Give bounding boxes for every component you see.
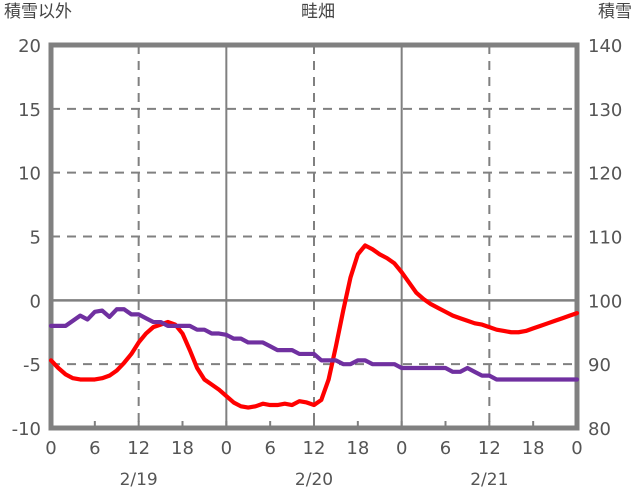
svg-text:90: 90: [588, 355, 611, 376]
svg-text:12: 12: [127, 438, 150, 459]
svg-text:0: 0: [571, 438, 582, 459]
data-series: [48, 243, 580, 410]
svg-text:130: 130: [588, 100, 622, 121]
grid-lines: [51, 45, 577, 428]
svg-text:18: 18: [522, 438, 545, 459]
svg-text:12: 12: [478, 438, 501, 459]
svg-text:12: 12: [303, 438, 326, 459]
svg-text:6: 6: [440, 438, 451, 459]
svg-text:5: 5: [30, 228, 41, 249]
svg-text:15: 15: [18, 100, 41, 121]
plot-frame: [48, 42, 580, 431]
x-axis-tick-labels: 0 6 12 18 0 6 12 18 0 6 12 18 0: [45, 438, 582, 459]
left-axis-title: 積雪以外: [4, 2, 72, 22]
svg-text:2/21: 2/21: [470, 470, 508, 490]
svg-text:20: 20: [18, 36, 41, 57]
chart-title: 畦畑: [301, 2, 335, 22]
y2-axis-tick-labels: 80 90 100 110 120 130 140: [588, 36, 622, 440]
svg-text:0: 0: [30, 291, 41, 312]
svg-text:2/20: 2/20: [295, 470, 333, 490]
svg-text:80: 80: [588, 419, 611, 440]
svg-text:-5: -5: [23, 355, 41, 376]
svg-text:18: 18: [346, 438, 369, 459]
svg-text:-10: -10: [12, 419, 41, 440]
svg-text:100: 100: [588, 291, 622, 312]
svg-text:10: 10: [18, 164, 41, 185]
y-axis-tick-labels: -10 -5 0 5 10 15 20: [12, 36, 41, 440]
svg-text:0: 0: [221, 438, 232, 459]
x-axis-date-labels: 2/19 2/20 2/21: [120, 470, 509, 490]
svg-text:120: 120: [588, 164, 622, 185]
svg-text:18: 18: [171, 438, 194, 459]
svg-text:0: 0: [45, 438, 56, 459]
svg-text:0: 0: [396, 438, 407, 459]
svg-text:6: 6: [89, 438, 100, 459]
right-axis-title: 積雪: [598, 2, 632, 22]
svg-text:6: 6: [264, 438, 275, 459]
svg-text:140: 140: [588, 36, 622, 57]
svg-text:2/19: 2/19: [120, 470, 158, 490]
svg-text:110: 110: [588, 228, 622, 249]
